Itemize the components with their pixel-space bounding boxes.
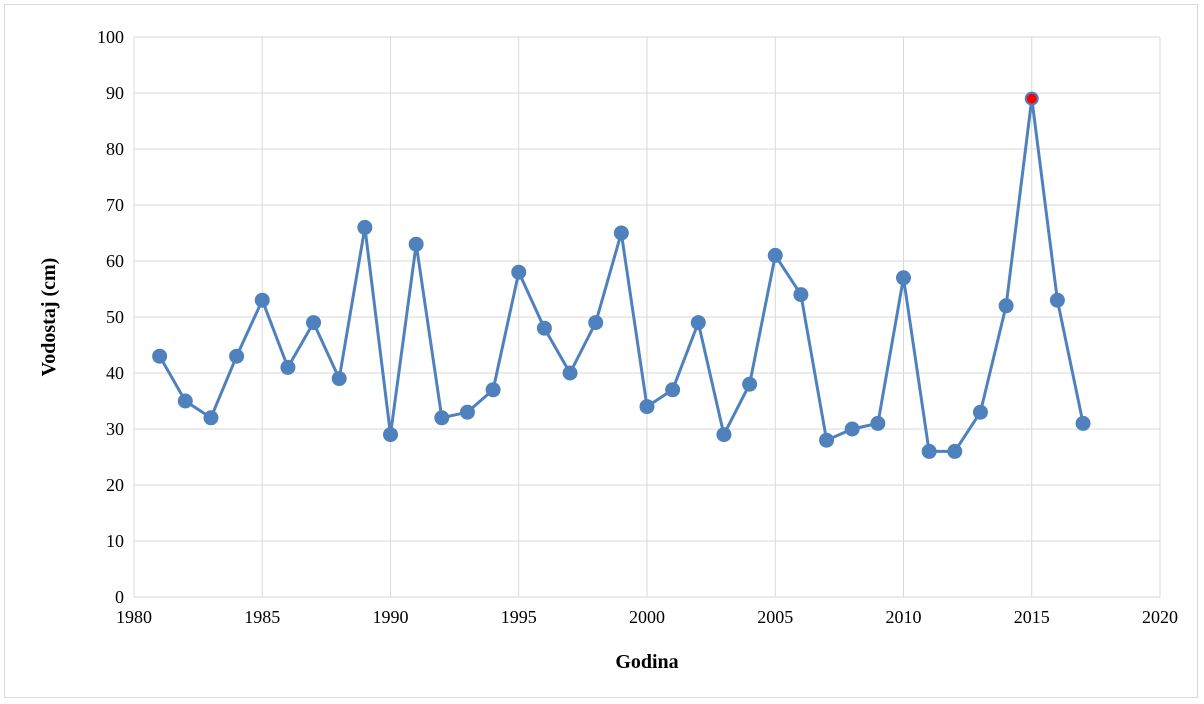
data-point	[459, 404, 475, 420]
data-point	[588, 315, 604, 331]
data-point	[793, 287, 809, 303]
data-point	[972, 404, 988, 420]
data-point	[485, 382, 501, 398]
data-point	[665, 382, 681, 398]
data-point	[536, 320, 552, 336]
chart-frame	[4, 4, 1198, 698]
data-point	[357, 219, 373, 235]
data-point	[331, 371, 347, 387]
data-point	[383, 427, 398, 443]
gridlines	[133, 36, 1161, 598]
data-point	[767, 247, 783, 263]
series-vodostaj	[152, 91, 1091, 459]
highlight-data-point	[1024, 91, 1039, 106]
y-tick-label: 60	[106, 251, 124, 271]
y-tick-label: 80	[106, 139, 124, 159]
data-point	[742, 376, 758, 392]
data-point	[947, 443, 963, 459]
data-point	[844, 421, 860, 437]
x-tick-label: 2010	[886, 607, 922, 627]
data-point	[896, 270, 911, 286]
data-point	[819, 432, 835, 448]
x-tick-label: 2015	[1014, 607, 1050, 627]
x-tick-label: 1995	[501, 607, 537, 627]
y-tick-label: 30	[106, 419, 124, 439]
y-tick-label: 70	[106, 195, 124, 215]
x-tick-label: 2000	[629, 607, 665, 627]
y-axis-title: Vodostaj (cm)	[38, 258, 60, 377]
data-point	[921, 443, 937, 459]
x-tick-label: 1980	[116, 607, 152, 627]
x-axis-title: Godina	[615, 651, 678, 673]
data-point	[152, 348, 168, 364]
data-point	[562, 365, 578, 381]
data-point	[716, 427, 732, 443]
data-point	[306, 315, 322, 331]
series-line	[158, 97, 1085, 453]
y-tick-label: 50	[106, 307, 124, 327]
x-tick-label: 1990	[373, 607, 409, 627]
data-point	[511, 264, 527, 280]
data-point	[613, 225, 629, 241]
data-point	[434, 410, 450, 426]
data-point	[177, 393, 193, 409]
y-tick-label: 40	[106, 363, 124, 383]
y-tick-label: 10	[106, 531, 124, 551]
y-tick-label: 90	[106, 83, 124, 103]
data-point	[1075, 415, 1091, 431]
x-tick-label: 1985	[244, 607, 280, 627]
data-point	[639, 399, 655, 415]
data-point	[408, 236, 424, 252]
data-point	[690, 315, 706, 331]
data-point	[870, 415, 886, 431]
data-point	[1049, 292, 1065, 308]
data-point	[998, 298, 1014, 314]
y-tick-label: 100	[97, 27, 124, 47]
x-tick-label: 2020	[1142, 607, 1178, 627]
data-point	[203, 410, 219, 426]
data-point	[254, 292, 270, 308]
y-tick-label: 20	[106, 475, 124, 495]
x-tick-label: 2005	[757, 607, 793, 627]
data-point	[280, 359, 296, 375]
axis-labels: Godina Vodostaj (cm)	[38, 258, 679, 673]
y-tick-label: 0	[115, 587, 124, 607]
data-point	[229, 348, 245, 364]
axes: 0 10 20 30 40 50 60 70 80 90 100 1980 1985 1990 1995 20…	[97, 27, 1178, 627]
